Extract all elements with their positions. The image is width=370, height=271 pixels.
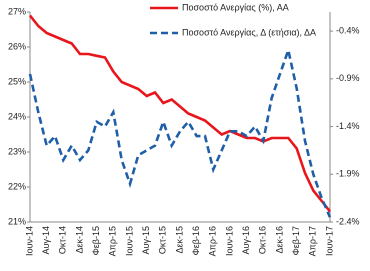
x-tick-label: Αυγ-16 — [241, 226, 251, 254]
x-tick-label: Οκτ-16 — [258, 226, 268, 254]
y2-tick-label: -0.9% — [336, 73, 360, 83]
y-tick-label: 26% — [8, 41, 26, 51]
y-tick-label: 21% — [8, 216, 26, 226]
x-tick-label: Ιουν-15 — [124, 226, 134, 256]
x-tick-label: Ιουν-14 — [24, 226, 34, 256]
x-tick-label: Αυγ-14 — [41, 226, 51, 254]
y2-tick-label: -2.4% — [336, 216, 360, 226]
y2-tick-label: -1.9% — [336, 169, 360, 179]
x-tick-label: Απρ-15 — [108, 226, 118, 256]
y-tick-label: 25% — [8, 76, 26, 86]
x-tick-label: Ιουν-16 — [224, 226, 234, 256]
x-tick-label: Απρ-16 — [208, 226, 218, 256]
x-tick-label: Φεβ-17 — [291, 226, 301, 255]
y-tick-label: 23% — [8, 146, 26, 156]
legend-label: Ποσοστό Ανεργίας (%), ΑΑ — [182, 2, 289, 12]
y-tick-label: 27% — [8, 6, 26, 16]
x-tick-label: Οκτ-15 — [158, 226, 168, 254]
x-tick-label: Δεκ-15 — [174, 226, 184, 254]
y-tick-label: 24% — [8, 111, 26, 121]
x-tick-label: Αυγ-15 — [141, 226, 151, 254]
x-tick-label: Δεκ-14 — [74, 226, 84, 254]
y2-tick-label: -1.4% — [336, 121, 360, 131]
x-tick-label: Απρ-17 — [308, 226, 318, 256]
legend-label: Ποσοστό Ανεργίας, Δ (ετήσια), ΔΑ — [182, 27, 316, 37]
x-tick-label: Φεβ-15 — [91, 226, 101, 255]
y2-tick-label: -0.4% — [336, 25, 360, 35]
y-tick-label: 22% — [8, 181, 26, 191]
series-line — [28, 14, 332, 213]
x-tick-label: Δεκ-16 — [274, 226, 284, 254]
x-tick-label: Ιουν-17 — [324, 226, 334, 256]
series-line — [28, 45, 332, 218]
x-tick-label: Φεβ-16 — [191, 226, 201, 255]
x-tick-label: Οκτ-14 — [58, 226, 68, 254]
